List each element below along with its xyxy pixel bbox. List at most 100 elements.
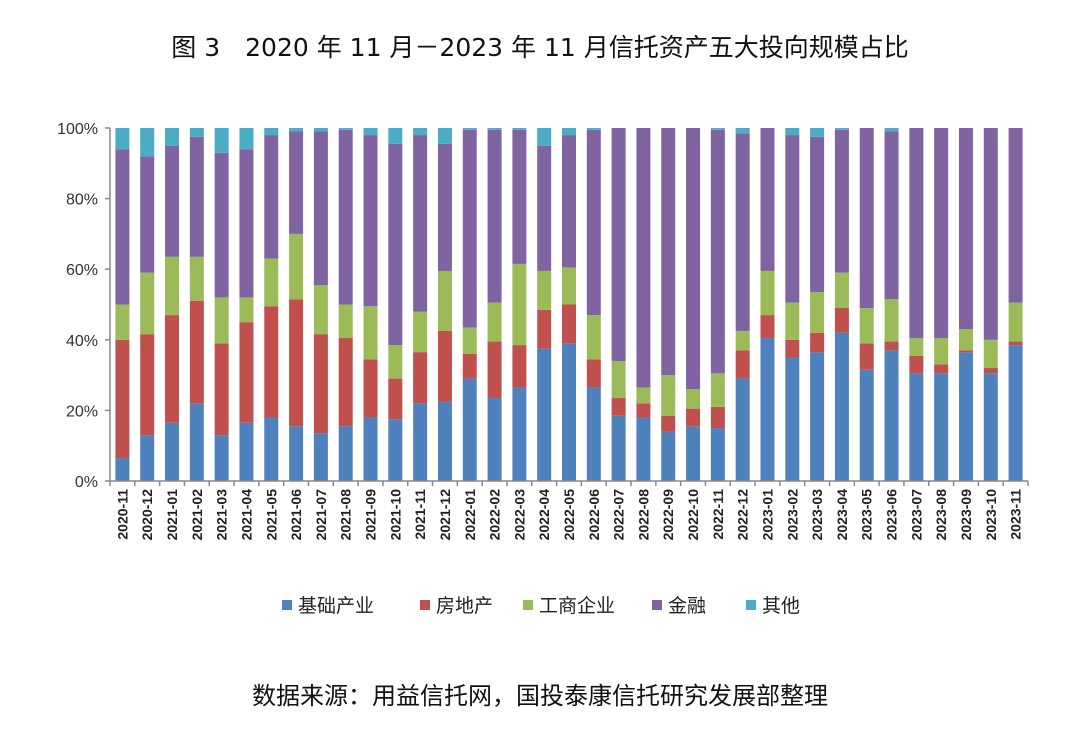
bar-segment-2023-07 xyxy=(909,355,924,374)
bar-segment-2022-05 xyxy=(562,128,576,136)
bar-segment-2022-02 xyxy=(487,128,502,130)
bar-segment-2021-03 xyxy=(214,343,229,436)
bar-segment-2020-11 xyxy=(115,149,130,305)
x-tick-label: 2023-11 xyxy=(1008,489,1024,540)
bar-segment-2022-05 xyxy=(562,135,576,268)
bar-segment-2021-11 xyxy=(413,135,428,312)
bar-segment-2023-09 xyxy=(958,329,973,351)
legend-label: 金融 xyxy=(668,595,706,617)
bar-segment-2023-08 xyxy=(934,128,949,339)
source-note: 数据来源：用益信托网，国投泰康信托研究发展部整理 xyxy=(252,682,828,710)
bar-segment-2021-12 xyxy=(437,330,452,402)
y-tick-label: 100% xyxy=(57,121,98,138)
legend-label: 其他 xyxy=(762,595,800,617)
bar-segment-2022-08 xyxy=(636,403,651,418)
bar-segment-2022-06 xyxy=(586,315,601,360)
bar-segment-2023-05 xyxy=(859,369,874,481)
bar-segment-2021-09 xyxy=(363,417,378,481)
legend-swatch xyxy=(523,600,533,610)
x-tick-label: 2022-03 xyxy=(511,489,527,541)
bar-segment-2021-06 xyxy=(289,128,304,132)
bar-segment-2023-08 xyxy=(934,364,949,374)
y-axis: 0% 20% 40% 60% 80% 100% xyxy=(57,121,111,491)
bar-segment-2021-10 xyxy=(388,143,403,346)
x-tick-label: 2023-08 xyxy=(933,489,949,541)
bar-segment-2021-10 xyxy=(388,128,403,144)
bar-segment-2023-03 xyxy=(810,352,825,481)
bar-segment-2021-01 xyxy=(165,128,180,146)
bar-segment-2023-06 xyxy=(884,299,899,342)
bar-segment-2023-01 xyxy=(760,128,775,271)
bar-segment-2023-01 xyxy=(760,338,775,481)
x-tick-label: 2021-11 xyxy=(412,489,428,540)
bar-segment-2021-09 xyxy=(363,128,378,136)
bar-segment-2023-05 xyxy=(859,308,874,344)
bar-segment-2023-02 xyxy=(785,128,800,136)
x-tick-label: 2022-08 xyxy=(635,489,651,541)
bar-segment-2021-11 xyxy=(413,352,428,404)
bar-segment-2021-03 xyxy=(214,152,229,298)
bar-segment-2022-09 xyxy=(661,128,676,376)
bar-segment-2022-11 xyxy=(710,129,725,374)
bar-segment-2021-05 xyxy=(264,135,279,259)
bar-segment-2023-07 xyxy=(909,128,924,339)
y-tick-label: 60% xyxy=(66,262,98,279)
bar-segment-2021-07 xyxy=(313,334,328,434)
x-tick-label: 2020-12 xyxy=(139,489,155,541)
bar-segment-2020-12 xyxy=(140,334,155,436)
bar-segment-2021-03 xyxy=(214,435,229,481)
bar-segment-2021-01 xyxy=(165,256,180,316)
legend-label: 基础产业 xyxy=(298,595,374,617)
x-tick-label: 2023-01 xyxy=(759,489,775,541)
bar-segment-2020-11 xyxy=(115,458,130,481)
bar-segment-2022-08 xyxy=(636,387,651,404)
bar-segment-2022-03 xyxy=(512,387,527,481)
bar-segment-2022-02 xyxy=(487,302,502,342)
bar-segment-2022-12 xyxy=(735,350,750,379)
bar-segment-2022-04 xyxy=(537,145,552,271)
bar-segment-2022-10 xyxy=(686,128,701,390)
x-tick-label: 2022-04 xyxy=(536,489,552,541)
bar-segment-2023-06 xyxy=(884,350,899,481)
x-tick-label: 2021-01 xyxy=(164,489,180,541)
bar-segment-2022-04 xyxy=(537,270,552,310)
x-tick-label: 2022-01 xyxy=(462,489,478,541)
bar-segment-2021-06 xyxy=(289,299,304,427)
bar-segment-2021-07 xyxy=(313,128,328,132)
bar-segment-2021-03 xyxy=(214,297,229,344)
x-tick-label: 2023-07 xyxy=(908,489,924,541)
bar-segment-2021-04 xyxy=(239,422,254,481)
y-tick-label: 20% xyxy=(66,403,98,420)
bar-segment-2022-09 xyxy=(661,415,676,432)
x-tick-label: 2023-06 xyxy=(884,489,900,541)
x-tick-label: 2022-10 xyxy=(685,489,701,541)
bar-segment-2022-09 xyxy=(661,431,676,481)
bar-segment-2022-12 xyxy=(735,378,750,481)
bar-segment-2022-04 xyxy=(537,128,552,146)
bar-segment-2021-08 xyxy=(338,128,353,130)
x-tick-label: 2022-11 xyxy=(710,489,726,540)
bar-segment-2022-11 xyxy=(710,373,725,407)
x-axis: 2020-11 2020-12 2021-01 2021-02 2021-03 2021-… xyxy=(109,480,1029,541)
bar-segment-2023-11 xyxy=(1008,128,1023,303)
bar-segment-2023-08 xyxy=(934,338,949,365)
bar-segment-2021-06 xyxy=(289,426,304,481)
bar-segment-2021-11 xyxy=(413,403,428,481)
bar-segment-2022-02 xyxy=(487,129,502,303)
bar-segment-2022-10 xyxy=(686,426,701,481)
bar-segment-2022-07 xyxy=(611,415,626,481)
bar-segment-2022-01 xyxy=(462,128,477,130)
bar-segment-2023-07 xyxy=(909,338,924,356)
chart-title: 图 3 2020 年 11 月－2023 年 11 月信托资产五大投向规模占比 xyxy=(171,33,909,62)
x-tick-label: 2022-05 xyxy=(561,489,577,541)
bar-segment-2021-01 xyxy=(165,145,180,257)
bar-segment-2021-04 xyxy=(239,322,254,423)
bar-segment-2022-03 xyxy=(512,128,527,130)
bar-segment-2022-12 xyxy=(735,133,750,331)
bar-segment-2023-10 xyxy=(983,339,998,369)
bar-segment-2023-04 xyxy=(834,332,849,481)
x-tick-label: 2021-12 xyxy=(437,489,453,541)
bar-segment-2020-11 xyxy=(115,304,130,340)
bar-segment-2023-05 xyxy=(859,343,874,370)
bar-segment-2022-04 xyxy=(537,348,552,481)
